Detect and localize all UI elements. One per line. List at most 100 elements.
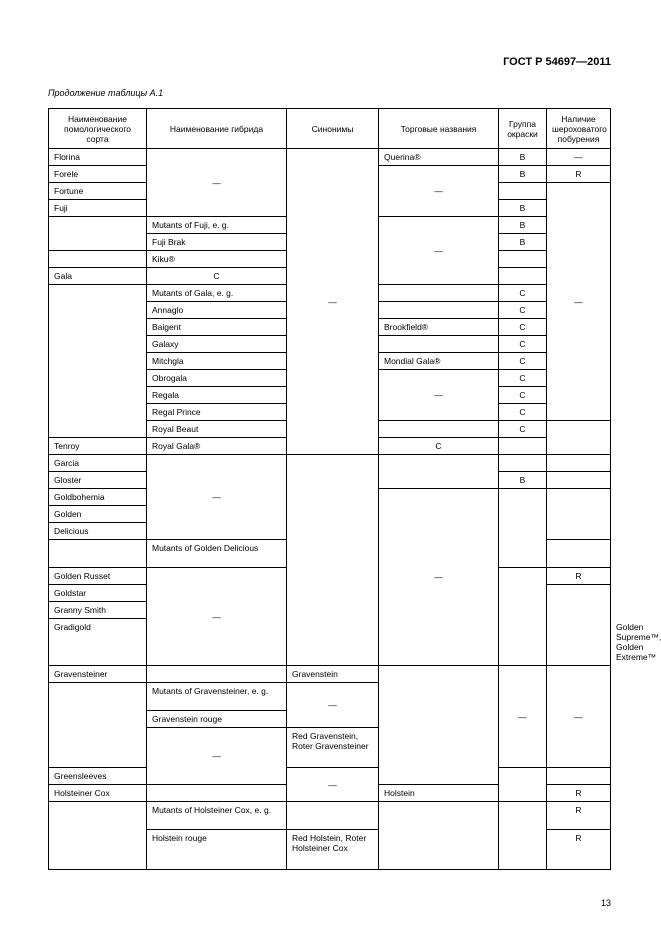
cell: C <box>499 404 547 421</box>
cell <box>499 568 547 666</box>
cell: — <box>547 183 611 421</box>
cell: Tenroy <box>49 438 147 455</box>
cell: C <box>499 302 547 319</box>
cell: Gravenstein <box>287 666 379 683</box>
cell: Holstein <box>379 785 499 802</box>
cell <box>379 302 499 319</box>
cell <box>499 183 547 200</box>
cell: Gradigold <box>49 619 147 666</box>
cell: Mitchgla <box>147 353 287 370</box>
cell: Garcia <box>49 455 147 472</box>
cell <box>49 285 147 438</box>
col-header: Группа окраски <box>499 109 547 149</box>
cell: C <box>499 421 547 438</box>
cell: B <box>499 472 547 489</box>
cell: C <box>499 387 547 404</box>
cell: Florina <box>49 149 147 166</box>
cell: C <box>499 319 547 336</box>
cell: Fuji <box>49 200 147 217</box>
cell: C <box>499 370 547 387</box>
cell: R <box>547 830 611 870</box>
cell <box>499 455 547 472</box>
cell <box>499 489 547 568</box>
cell <box>49 217 147 251</box>
cell <box>547 768 611 785</box>
cell <box>287 455 379 666</box>
cell: Forele <box>49 166 147 183</box>
cell <box>379 285 499 302</box>
cell: Goldstar <box>49 585 147 602</box>
cell <box>49 251 147 268</box>
cell <box>499 251 547 268</box>
cell: — <box>287 149 379 455</box>
cell: — <box>547 666 611 768</box>
cell <box>379 421 499 438</box>
cell: Granny Smith <box>49 602 147 619</box>
cell: Goldbohemia <box>49 489 147 506</box>
cell: B <box>499 217 547 234</box>
cell: Gala <box>49 268 147 285</box>
cell: Querina® <box>379 149 499 166</box>
table-row: Garcia — <box>49 455 611 472</box>
col-header: Наличие шероховатого побурения <box>547 109 611 149</box>
cell: — <box>287 683 379 728</box>
cell <box>499 768 547 802</box>
cell <box>547 585 611 666</box>
cell: R <box>547 166 611 183</box>
cell: Golden Russet <box>49 568 147 585</box>
cell: Kiku® <box>147 251 287 268</box>
cell: Mutants of Gravensteiner, e. g. <box>147 683 287 711</box>
cell: B <box>499 166 547 183</box>
cell: Holsteiner Cox <box>49 785 147 802</box>
cell <box>147 785 287 802</box>
cell <box>49 802 147 870</box>
cell: C <box>499 285 547 302</box>
page-number: 13 <box>601 898 611 908</box>
cell <box>379 666 499 785</box>
cell <box>287 802 379 830</box>
cell: Regal Prince <box>147 404 287 421</box>
cell: B <box>499 200 547 217</box>
cell: Delicious <box>49 523 147 540</box>
cell <box>147 666 287 683</box>
cell: Royal Beaut <box>147 421 287 438</box>
cell <box>499 802 547 870</box>
cell: C <box>499 353 547 370</box>
col-header: Синонимы <box>287 109 379 149</box>
header-row: Наименование помологического сорта Наиме… <box>49 109 611 149</box>
cell: Mutants of Holsteiner Cox, e. g. <box>147 802 287 830</box>
cell: — <box>147 568 287 666</box>
cell: Gravensteiner <box>49 666 147 683</box>
cell: Mondial Gala® <box>379 353 499 370</box>
cell: Red Gravenstein, Roter Gravensteiner <box>287 728 379 768</box>
cell: Obrogala <box>147 370 287 387</box>
cell: R <box>547 802 611 830</box>
cell: C <box>499 336 547 353</box>
cell: — <box>499 666 547 768</box>
cell: Mutants of Gala, e. g. <box>147 285 287 302</box>
cell <box>547 455 611 472</box>
cell <box>547 489 611 540</box>
cell <box>379 802 499 870</box>
table-row: Florina — — Querina® B — <box>49 149 611 166</box>
cell: — <box>379 217 499 285</box>
cell: Gravenstein rouge <box>147 711 287 728</box>
cell: — <box>147 455 287 540</box>
cell: Galaxy <box>147 336 287 353</box>
cell: — <box>547 149 611 166</box>
cell: B <box>499 149 547 166</box>
cell: Fortune <box>49 183 147 200</box>
cell <box>547 472 611 489</box>
table-row: Mutants of Holsteiner Cox, e. g. R <box>49 802 611 830</box>
table-caption: Продолжение таблицы А.1 <box>48 88 163 98</box>
col-header: Наименование гибрида <box>147 109 287 149</box>
cell: Gloster <box>49 472 147 489</box>
cell <box>547 540 611 568</box>
document-title: ГОСТ Р 54697—2011 <box>503 56 611 68</box>
cell: R <box>547 785 611 802</box>
cell: R <box>547 568 611 585</box>
cell: C <box>379 438 499 455</box>
cell: Baigent <box>147 319 287 336</box>
cell: Golden <box>49 506 147 523</box>
cell: Regala <box>147 387 287 404</box>
